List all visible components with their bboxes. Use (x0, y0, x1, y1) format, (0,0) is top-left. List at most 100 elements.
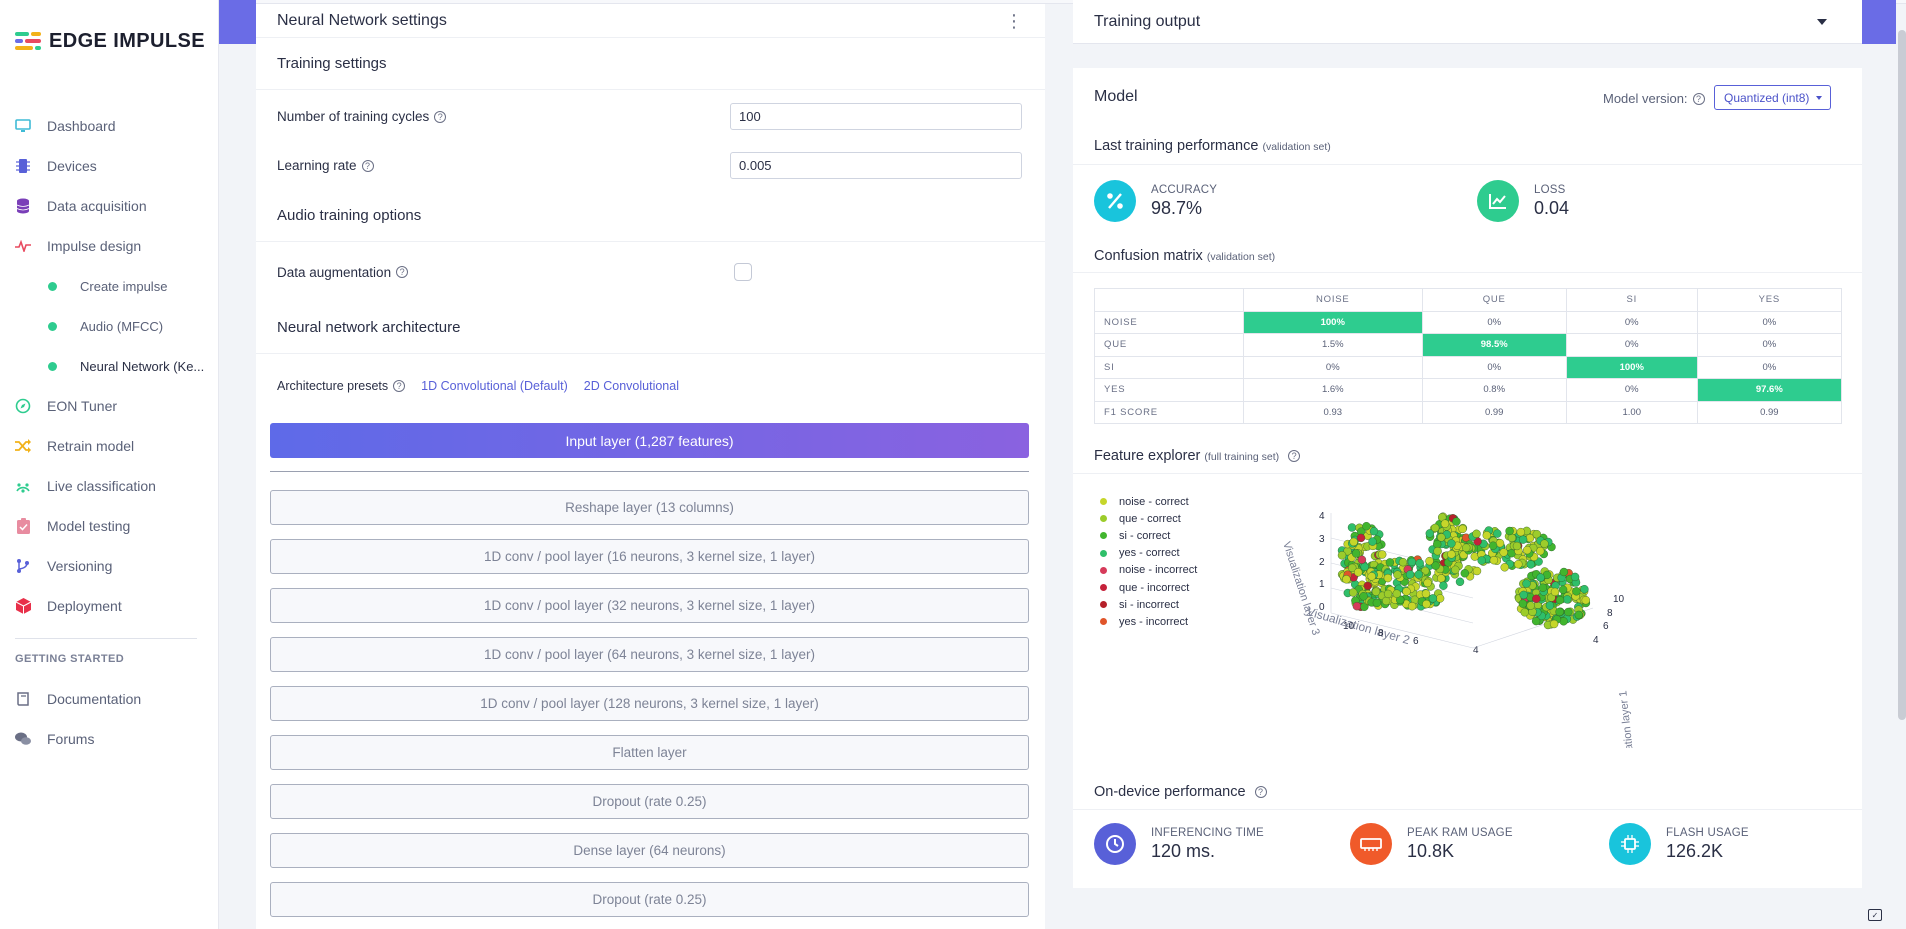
sidebar-item-impulse-design[interactable]: Impulse design (0, 226, 219, 266)
status-dot-icon (48, 281, 57, 291)
help-icon[interactable]: ? (1692, 92, 1705, 105)
scatter-point (1570, 572, 1580, 582)
data-augmentation-checkbox[interactable] (734, 263, 752, 281)
legend-label: si - incorrect (1119, 598, 1179, 611)
scatter-point (1536, 546, 1545, 556)
legend-dot-icon (1100, 601, 1107, 609)
tick-label: 4 (1319, 511, 1325, 522)
scatter-point (1431, 561, 1440, 570)
scatter-point (1522, 545, 1532, 555)
last-performance-text: Last training performance (1094, 138, 1259, 154)
sidebar-subitem-neural-network[interactable]: Neural Network (Ke... (0, 346, 219, 386)
sidebar-item-eon-tuner[interactable]: EON Tuner (0, 386, 219, 426)
sidebar-item-devices[interactable]: Devices (0, 146, 219, 186)
legend-item[interactable]: noise - incorrect (1100, 562, 1197, 579)
help-icon[interactable]: ? (361, 159, 374, 172)
metric-value: 126.2K (1666, 840, 1724, 861)
section-title-training: Training settings (256, 38, 1045, 90)
legend-item[interactable]: noise - correct (1100, 493, 1197, 510)
layer-dense-64[interactable]: Dense layer (64 neurons) (270, 833, 1029, 868)
legend-label: yes - incorrect (1119, 615, 1189, 628)
model-version-text: Model version: (1603, 91, 1688, 106)
chevron-down-icon[interactable] (1817, 18, 1827, 25)
feedback-icon[interactable]: ✓ (1868, 909, 1882, 921)
legend-dot-icon (1100, 532, 1107, 540)
scatter-point (1549, 619, 1559, 629)
help-icon[interactable]: ? (434, 110, 447, 123)
legend-item[interactable]: yes - incorrect (1100, 613, 1197, 630)
learning-rate-row: Learning rate ? (256, 141, 1045, 190)
scatter-point (1405, 570, 1415, 579)
ram-metric: PEAK RAM USAGE 10.8K (1350, 823, 1513, 865)
layer-conv1d-64[interactable]: 1D conv / pool layer (64 neurons, 3 kern… (270, 637, 1029, 672)
sidebar-subitem-create-impulse[interactable]: Create impulse (0, 266, 219, 306)
sidebar-item-retrain-model[interactable]: Retrain model (0, 426, 219, 466)
layer-flatten[interactable]: Flatten layer (270, 735, 1029, 770)
scatter-point (1352, 601, 1362, 611)
scatter-point (1451, 565, 1460, 574)
help-icon[interactable]: ? (1288, 450, 1301, 463)
scatter-point (1461, 543, 1471, 552)
input-layer-button[interactable]: Input layer (1,287 features) (270, 423, 1029, 458)
help-icon[interactable]: ? (393, 380, 406, 392)
layer-reshape[interactable]: Reshape layer (13 columns) (270, 490, 1029, 525)
sidebar-item-live-classification[interactable]: Live classification (0, 466, 219, 506)
scatter-point (1347, 523, 1357, 532)
status-dot-icon (48, 321, 57, 331)
kebab-menu-icon[interactable]: ⋮ (1005, 10, 1023, 31)
header-accent-right (1862, 0, 1896, 44)
scatter-point (1385, 558, 1395, 567)
legend-item[interactable]: si - correct (1100, 527, 1197, 544)
metric-value: 0.04 (1534, 197, 1570, 218)
scatter-point (1351, 549, 1361, 558)
sidebar-item-model-testing[interactable]: Model testing (0, 506, 219, 546)
model-version-select[interactable]: Quantized (int8) (1714, 85, 1831, 110)
scatter-point (1499, 548, 1508, 557)
legend-item[interactable]: yes - correct (1100, 545, 1197, 562)
sidebar-subitem-audio-mfcc[interactable]: Audio (MFCC) (0, 306, 219, 346)
confusion-matrix-title: Confusion matrix (validation set) (1094, 248, 1275, 264)
sidebar-item-forums[interactable]: Forums (0, 719, 219, 759)
scatter-point (1369, 527, 1379, 536)
training-output-header[interactable]: Training output (1073, 0, 1862, 44)
scatter-point (1402, 587, 1411, 596)
sidebar-item-documentation[interactable]: Documentation (0, 679, 219, 719)
sidebar-item-versioning[interactable]: Versioning (0, 546, 219, 586)
scatter-point (1559, 567, 1569, 577)
legend-item[interactable]: si - incorrect (1100, 596, 1197, 613)
last-performance-title: Last training performance (validation se… (1094, 138, 1331, 154)
layer-conv1d-16[interactable]: 1D conv / pool layer (16 neurons, 3 kern… (270, 539, 1029, 574)
scatter-point (1415, 559, 1424, 568)
scrollbar[interactable] (1898, 30, 1906, 720)
scatter-point (1563, 595, 1572, 604)
scatter-point (1342, 575, 1351, 584)
feature-explorer-plot[interactable]: Visualization layer 3 Visualization laye… (1273, 508, 1693, 748)
sidebar-item-deployment[interactable]: Deployment (0, 586, 219, 626)
sidebar-item-dashboard[interactable]: Dashboard (0, 106, 219, 146)
learning-rate-input[interactable] (730, 152, 1022, 179)
help-icon[interactable]: ? (396, 266, 409, 278)
tick-label: 0 (1319, 602, 1325, 613)
layer-conv1d-32[interactable]: 1D conv / pool layer (32 neurons, 3 kern… (270, 588, 1029, 623)
table-row: NOISE 100% 0% 0% 0% (1094, 310, 1843, 334)
layer-dropout-2[interactable]: Dropout (rate 0.25) (270, 882, 1029, 917)
book-icon (14, 690, 32, 708)
legend-item[interactable]: que - incorrect (1100, 579, 1197, 596)
legend-dot-icon (1100, 618, 1107, 626)
logo[interactable]: EDGE IMPULSE (15, 30, 205, 53)
scatter-point (1518, 599, 1528, 608)
monitor-icon (14, 117, 32, 135)
help-icon[interactable]: ? (1254, 786, 1267, 799)
preset-1d-conv-link[interactable]: 1D Convolutional (Default) (421, 379, 568, 393)
divider (1073, 272, 1862, 273)
training-cycles-input[interactable] (730, 103, 1022, 130)
preset-2d-conv-link[interactable]: 2D Convolutional (583, 379, 679, 393)
legend-item[interactable]: que - correct (1100, 510, 1197, 527)
sidebar-item-data-acquisition[interactable]: Data acquisition (0, 186, 219, 226)
layer-dropout-1[interactable]: Dropout (rate 0.25) (270, 784, 1029, 819)
sidebar-item-label: Model testing (47, 518, 131, 534)
tick-label: 10 (1613, 594, 1625, 605)
scatter-point (1522, 579, 1531, 588)
table-cell: 0.99 (1696, 400, 1843, 424)
layer-conv1d-128[interactable]: 1D conv / pool layer (128 neurons, 3 ker… (270, 686, 1029, 721)
